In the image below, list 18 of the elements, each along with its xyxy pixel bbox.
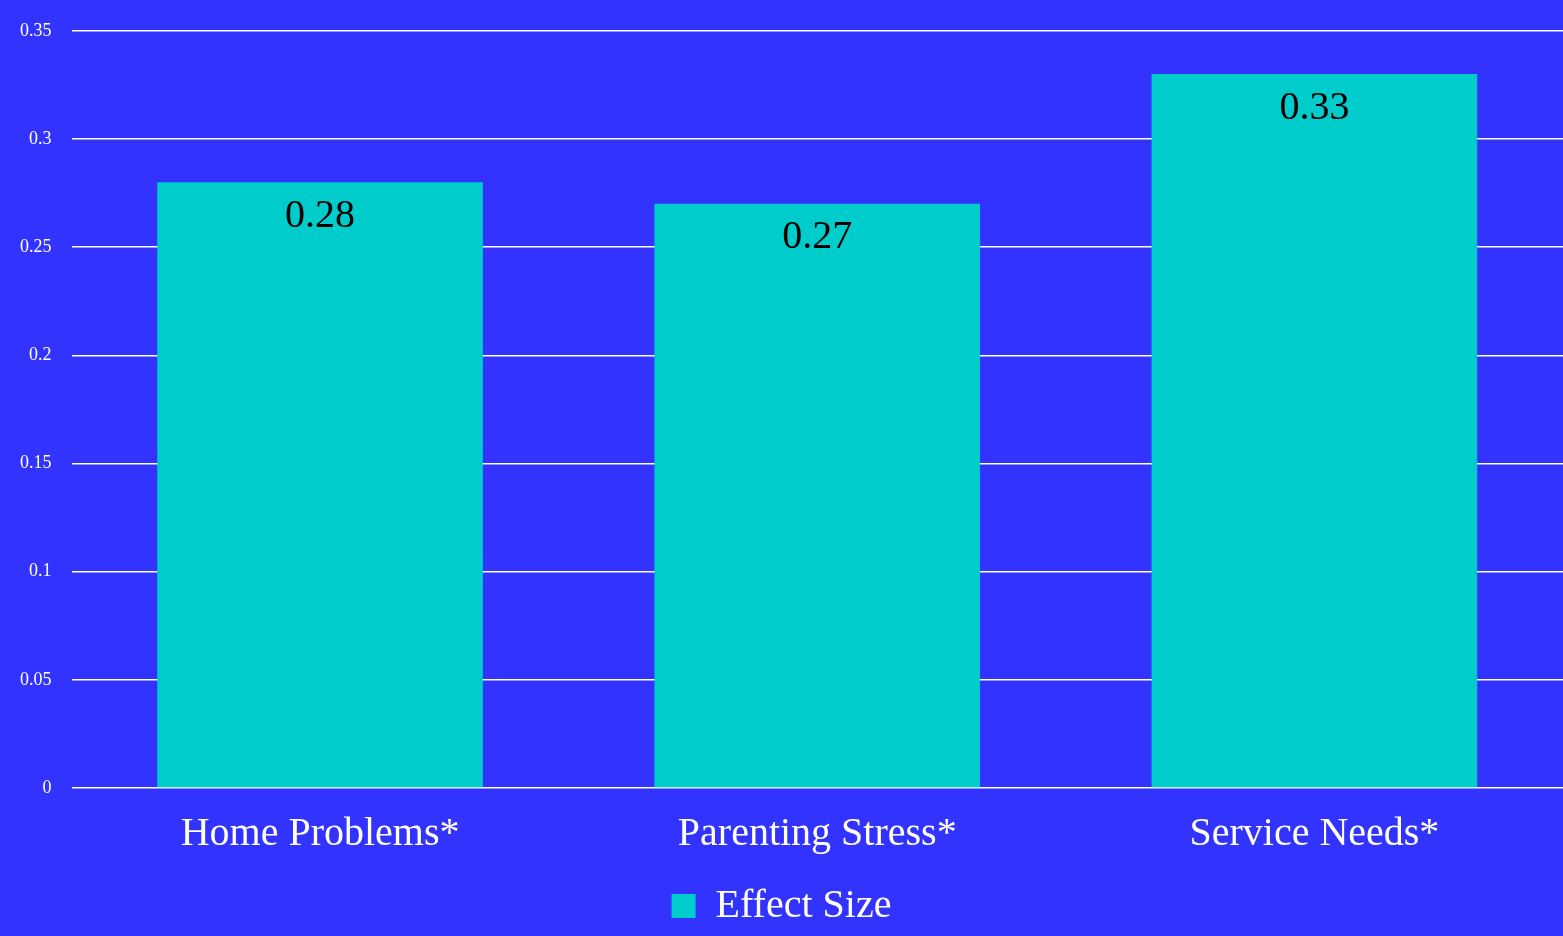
y-tick-label: 0.3	[29, 127, 52, 148]
x-tick-label: Service Needs*	[1189, 808, 1440, 854]
y-tick-label: 0.35	[20, 19, 52, 40]
y-tick-label: 0.05	[20, 668, 52, 689]
x-tick-label: Home Problems*	[180, 808, 460, 854]
legend-label: Effect Size	[715, 880, 892, 926]
y-tick-label: 0.2	[29, 344, 52, 365]
y-tick-label: 0.15	[20, 452, 52, 473]
bar	[654, 203, 981, 788]
y-tick-label: 0.25	[20, 235, 52, 256]
y-tick-label: 0.1	[29, 560, 52, 581]
y-tick-label: 0	[42, 776, 52, 797]
data-label: 0.28	[285, 190, 356, 236]
bar	[157, 182, 483, 788]
data-label: 0.27	[782, 212, 853, 258]
bar	[1151, 74, 1478, 788]
x-tick-label: Parenting Stress*	[677, 808, 957, 854]
data-label: 0.33	[1279, 82, 1350, 128]
